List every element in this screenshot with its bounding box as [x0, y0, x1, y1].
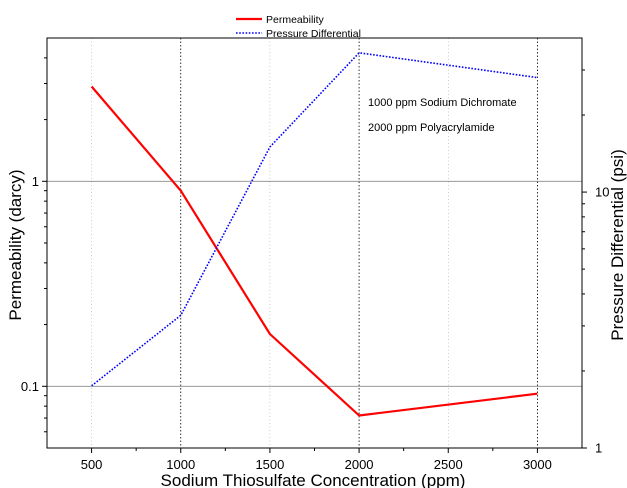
axes: 500 1000 1500 2000 2500 3000 0.1 1 1 10 [21, 57, 609, 472]
x-tick-label: 3000 [523, 457, 552, 472]
series-layer [90, 51, 538, 417]
series-line-pressure-differential [91, 51, 538, 387]
x-tick-label: 1000 [166, 457, 195, 472]
y-right-tick-label: 1 [595, 441, 602, 456]
series-line-permeability [90, 85, 538, 417]
x-tick-label: 500 [81, 457, 103, 472]
annotation-polyacrylamide: 2000 ppm Polyacrylamide [368, 122, 495, 134]
y-right-tick-label: 10 [595, 185, 609, 200]
x-tick-label: 2000 [345, 457, 374, 472]
y-axis-title-left: Permeability (darcy) [6, 169, 25, 320]
y-left-tick-label: 0.1 [21, 379, 39, 394]
x-tick-label: 1500 [255, 457, 284, 472]
x-axis-title: Sodium Thiosulfate Concentration (ppm) [161, 471, 466, 488]
annotation-dichromate: 1000 ppm Sodium Dichromate [368, 97, 517, 109]
y-left-tick-label: 1 [32, 174, 39, 189]
legend: Permeability Pressure Differential [236, 14, 361, 40]
grid [47, 38, 582, 448]
x-tick-label: 2500 [434, 457, 463, 472]
legend-label-permeability: Permeability [266, 14, 325, 26]
legend-label-pressure-differential: Pressure Differential [266, 28, 361, 40]
y-axis-title-right: Pressure Differential (psi) [608, 149, 627, 340]
